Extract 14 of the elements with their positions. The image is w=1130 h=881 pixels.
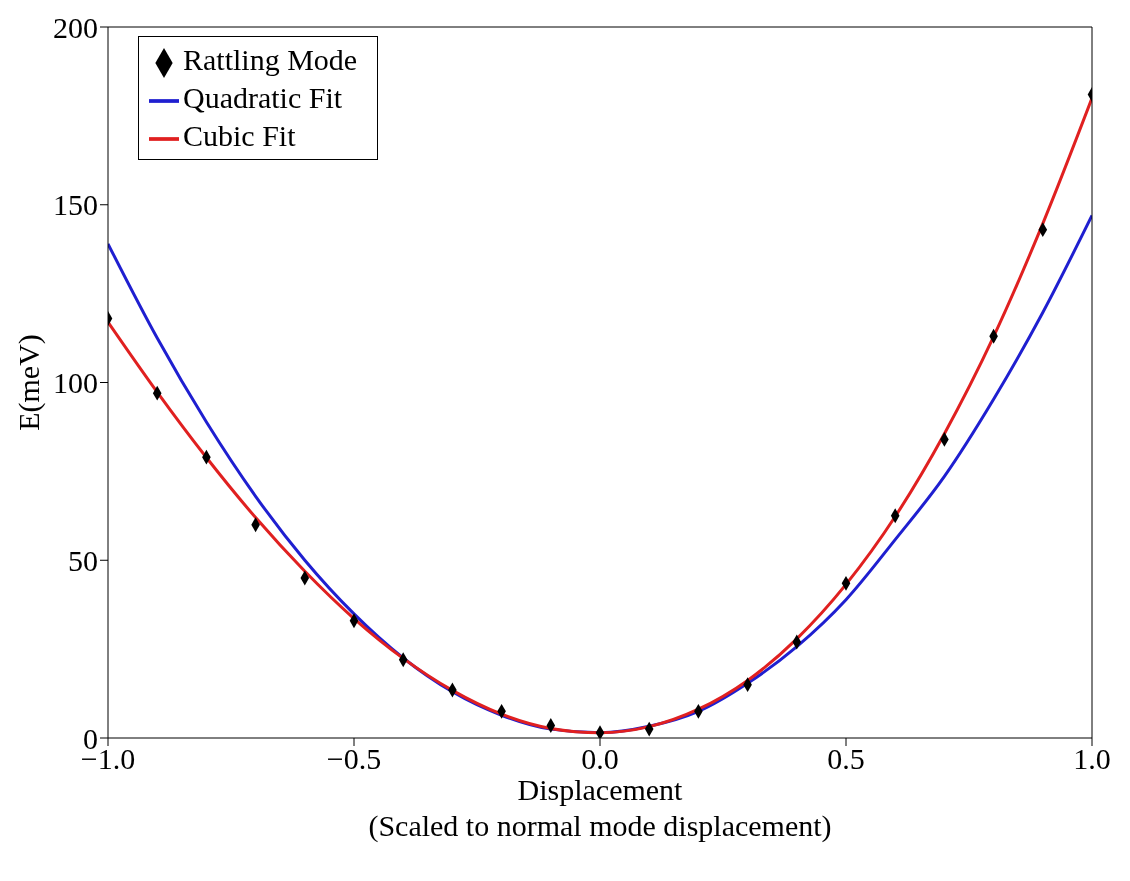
y-tick-label: 50 — [68, 543, 98, 577]
y-tick-label: 200 — [53, 10, 98, 44]
x-tick-label: 0.0 — [581, 742, 619, 776]
x-tick-label: 1.0 — [1073, 742, 1111, 776]
x-tick-label: 0.5 — [827, 742, 865, 776]
y-axis-title: E(meV) — [11, 334, 46, 431]
legend-label: Cubic Fit — [183, 119, 296, 152]
x-axis-title: Displacement (Scaled to normal mode displacement) — [368, 773, 832, 843]
y-tick-label: 100 — [53, 366, 98, 400]
legend-label: Quadratic Fit — [183, 81, 343, 114]
point — [595, 725, 605, 738]
y-tick-label: 150 — [53, 188, 98, 222]
x-tick-label: −0.5 — [326, 742, 382, 776]
legend-label: Rattling Mode — [183, 43, 358, 76]
